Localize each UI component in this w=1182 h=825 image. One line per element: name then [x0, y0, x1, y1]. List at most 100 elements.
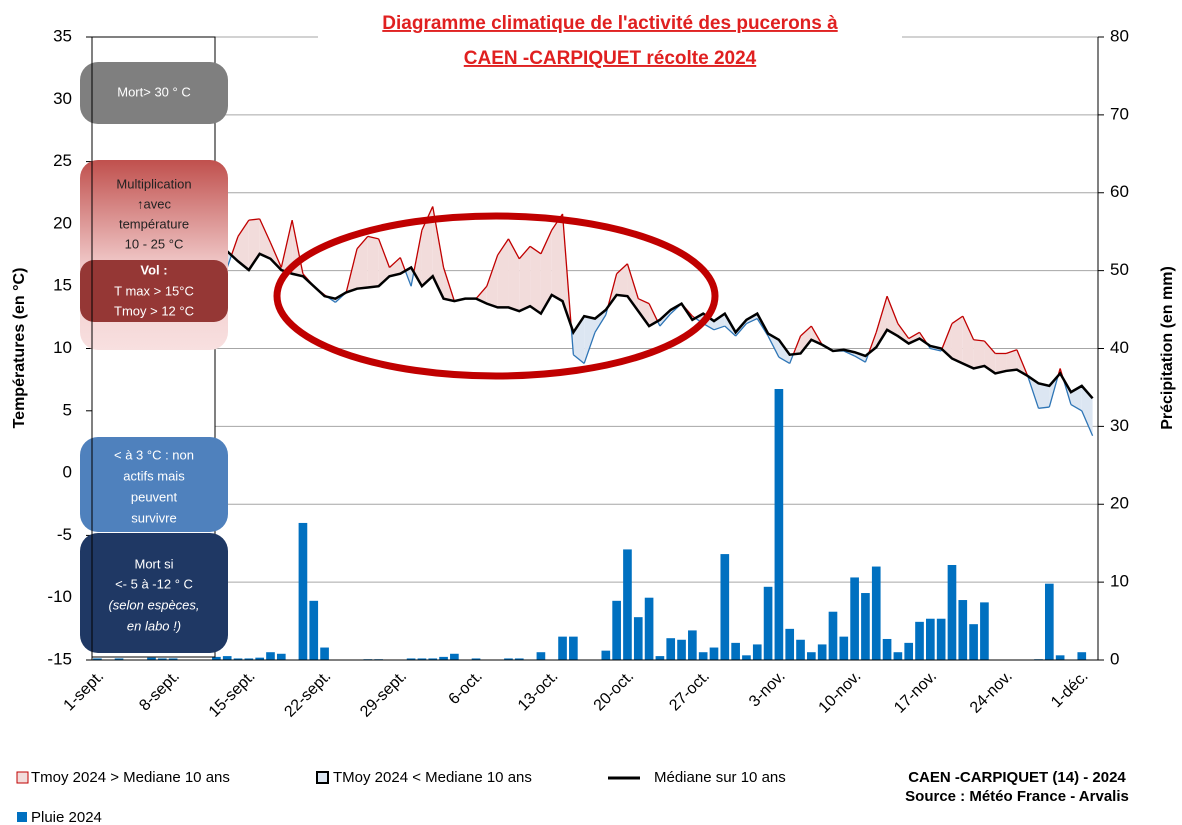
x-tick-label: 29-sept. — [357, 668, 410, 721]
tmoy-line — [356, 235, 369, 250]
area-fill — [1070, 385, 1082, 411]
bar — [93, 658, 102, 660]
area-fill — [367, 236, 379, 288]
annotation: Tmoy > 12 °C — [114, 303, 194, 318]
y2-tick-label: 20 — [1110, 494, 1129, 513]
chart-title: Diagramme climatique de l'activité des p… — [382, 13, 838, 34]
area-fill — [951, 316, 963, 364]
bar — [157, 658, 167, 660]
bar — [980, 602, 989, 660]
area-fill — [984, 341, 996, 374]
bar — [688, 630, 697, 660]
y2-tick-label: 10 — [1110, 572, 1129, 591]
tmoy-line — [248, 218, 260, 221]
annotation: 10 - 25 °C — [125, 236, 184, 251]
annotation-box — [80, 533, 228, 653]
bar — [320, 647, 329, 660]
tmoy-line — [572, 354, 585, 364]
y-tick-label: 25 — [53, 151, 72, 170]
tmoy-line — [607, 273, 618, 308]
bar — [233, 658, 243, 660]
annotation: < à 3 °C : non — [114, 447, 194, 462]
tmoy-line — [486, 254, 499, 287]
legend-swatch — [316, 771, 329, 784]
area-fill — [540, 230, 552, 314]
bar — [807, 652, 816, 660]
x-tick-label: 22-sept. — [281, 668, 334, 721]
annotation: <- 5 à -12 ° C — [115, 576, 193, 591]
annotation: Mort> 30 ° C — [117, 84, 190, 99]
y-tick-label: -15 — [47, 649, 72, 668]
tmoy-line — [507, 238, 520, 260]
bar — [114, 658, 124, 660]
x-tick-label: 1-sept. — [61, 668, 108, 715]
bar — [147, 657, 156, 660]
tmoy-line — [983, 340, 996, 354]
bar — [774, 388, 784, 660]
tmoy-line — [800, 325, 812, 337]
y-tick-label: -5 — [57, 525, 72, 544]
tmoy-line — [1070, 404, 1083, 412]
y2-axis-title: Précipitation (en mm) — [1159, 266, 1176, 430]
area-fill — [713, 313, 725, 330]
bar — [709, 647, 719, 660]
area-fill — [897, 323, 909, 344]
bar — [731, 642, 740, 660]
bar — [276, 653, 286, 660]
bar — [504, 658, 513, 660]
x-tick-label: 20-oct. — [591, 668, 638, 715]
bar — [309, 600, 319, 660]
tmoy-line — [756, 318, 769, 337]
bar — [514, 658, 524, 660]
y2-tick-label: 50 — [1110, 260, 1129, 279]
annotation: Multiplication — [116, 176, 191, 191]
bar — [850, 577, 859, 660]
annotation-box — [80, 437, 228, 532]
area-fill — [908, 332, 920, 344]
bar — [471, 658, 481, 660]
tmoy-line — [1048, 375, 1059, 408]
tmoy-line — [1005, 349, 1018, 355]
bar — [752, 644, 762, 660]
legend-label: Tmoy 2024 > Mediane 10 ans — [31, 769, 230, 786]
area-fill — [962, 316, 974, 369]
tmoy-line — [792, 335, 802, 355]
tmoy-line — [951, 315, 964, 325]
y-tick-label: 5 — [63, 400, 72, 419]
y-tick-label: 15 — [53, 276, 72, 295]
chart-title: CAEN -CARPIQUET récolte 2024 — [464, 48, 757, 69]
bar — [428, 658, 438, 660]
bar — [677, 639, 686, 660]
tmoy-line — [410, 272, 415, 287]
y-tick-label: 35 — [53, 26, 72, 45]
tmoy-line — [778, 356, 791, 365]
tmoy-line — [583, 332, 596, 364]
y2-tick-label: 30 — [1110, 416, 1129, 435]
tmoy-line — [875, 295, 888, 333]
bar — [817, 644, 827, 660]
bar — [742, 655, 751, 660]
tmoy-line — [561, 213, 572, 326]
area-fill — [389, 257, 401, 277]
area-fill — [497, 238, 509, 308]
area-fill — [508, 238, 520, 312]
tmoy-line — [497, 238, 510, 256]
plot-area: 0 10 20 30 40 50 60 70 80 -15 -10 -5 0 5 10 15 20 25 30 35 — [47, 26, 1129, 668]
tmoy-line — [746, 318, 758, 325]
annotation: T max > 15°C — [114, 283, 194, 298]
tmoy-line — [280, 220, 293, 268]
tmoy-line — [616, 263, 628, 275]
annotation: en labo !) — [127, 618, 181, 633]
area-fill — [551, 213, 563, 302]
legend-label: Pluie 2024 — [31, 809, 102, 825]
area-fill — [1006, 349, 1017, 371]
y-tick-label: 20 — [53, 213, 72, 232]
area-fill — [378, 238, 390, 287]
area-fill — [595, 309, 606, 333]
bar — [298, 522, 308, 660]
tmoy-line — [789, 354, 794, 364]
bar — [969, 624, 978, 660]
tmoy-line — [659, 313, 672, 327]
tmoy-line — [724, 325, 737, 337]
tmoy-line — [475, 285, 488, 300]
